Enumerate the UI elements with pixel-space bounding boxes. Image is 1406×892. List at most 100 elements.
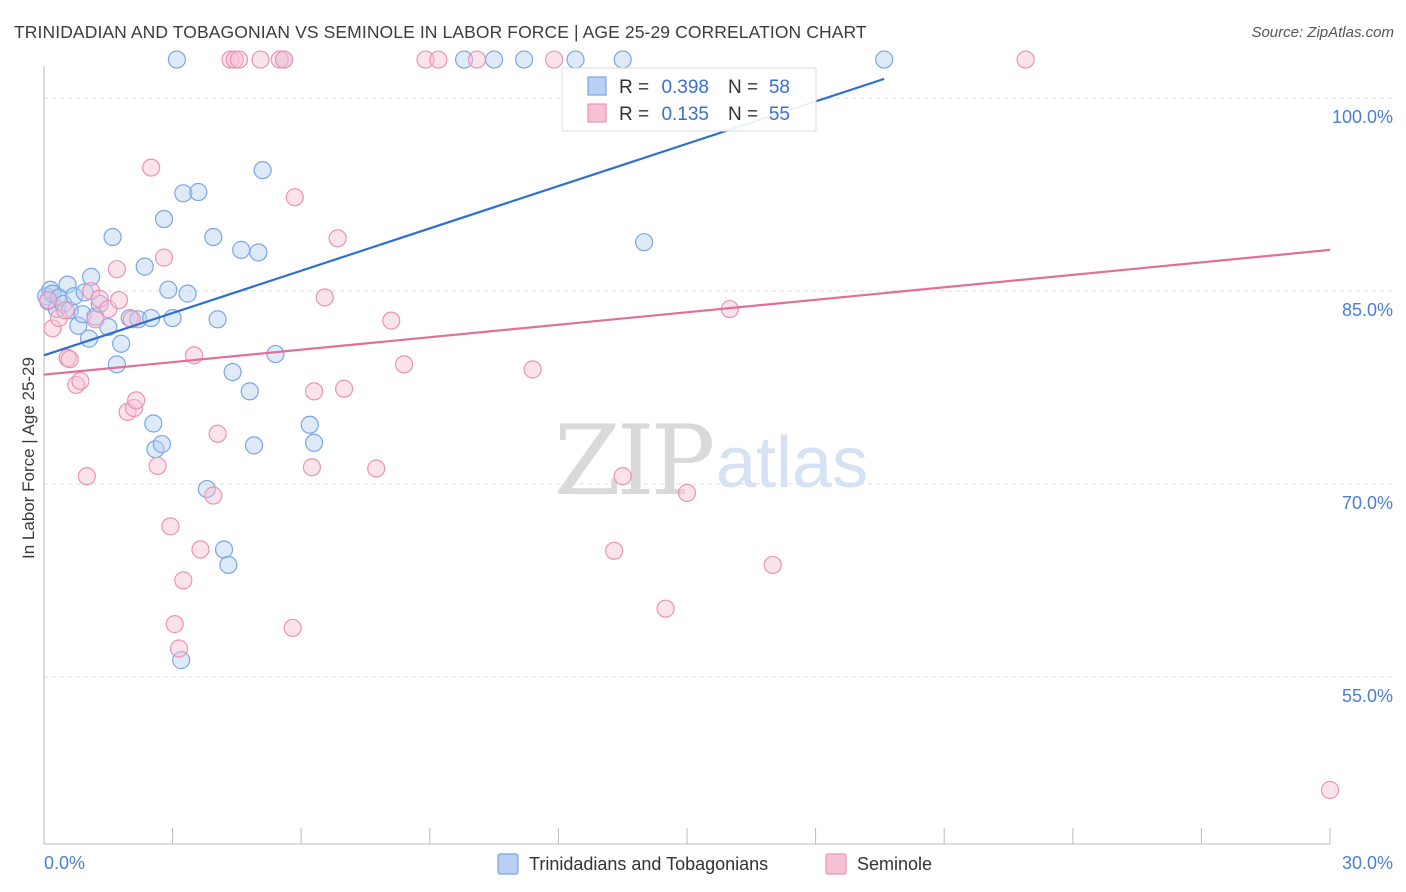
data-point: [613, 467, 632, 486]
data-point: [315, 288, 334, 307]
data-point: [159, 280, 178, 299]
data-point: [232, 240, 251, 259]
data-point: [485, 50, 504, 69]
data-point: [172, 651, 191, 670]
watermark: ZIP atlas: [554, 405, 868, 517]
stats-legend-swatch: [587, 103, 607, 123]
data-point: [144, 414, 163, 433]
data-point: [283, 618, 302, 638]
data-point: [71, 371, 90, 391]
y-tick-label: 100.0%: [1332, 107, 1393, 127]
data-point: [107, 355, 126, 374]
x-tick-labels: 0.0% 30.0%: [44, 853, 1393, 873]
data-point: [266, 344, 285, 364]
data-point: [244, 436, 264, 455]
y-tick-label: 85.0%: [1342, 300, 1393, 320]
x-tick-label: 30.0%: [1342, 853, 1393, 873]
data-point: [274, 50, 294, 69]
data-point: [253, 161, 272, 180]
data-point: [304, 433, 324, 452]
data-point: [43, 319, 62, 338]
data-point: [56, 301, 75, 320]
data-point: [334, 379, 354, 398]
data-point: [300, 415, 319, 434]
data-point: [467, 50, 487, 69]
data-point: [208, 424, 227, 443]
data-point: [875, 50, 894, 69]
data-point: [240, 382, 259, 401]
data-point: [219, 555, 238, 575]
data-point: [285, 188, 304, 207]
data-point: [75, 283, 94, 302]
data-point: [367, 459, 386, 478]
data-point: [515, 50, 534, 69]
data-point: [225, 50, 244, 69]
data-point: [328, 229, 347, 248]
data-point: [148, 456, 167, 476]
watermark-atlas: atlas: [716, 423, 868, 503]
data-point: [152, 434, 171, 454]
data-point: [142, 158, 161, 177]
data-point: [60, 350, 79, 369]
stats-r-value: 0.398: [661, 77, 709, 98]
data-point: [1320, 780, 1340, 800]
bottom-legend: Trinidadians and Tobagonians Seminole: [497, 853, 932, 875]
data-point: [167, 50, 186, 69]
data-point: [204, 227, 223, 247]
legend-label: Seminole: [857, 854, 932, 874]
data-point: [545, 50, 564, 69]
stats-n-value: 55: [769, 104, 790, 125]
data-point: [382, 311, 401, 330]
stats-legend: R = 0.398 N = 58 R = 0.135 N = 55: [561, 67, 817, 132]
data-point: [107, 260, 126, 279]
data-point: [304, 382, 324, 401]
data-point: [178, 284, 197, 303]
data-point: [204, 486, 223, 505]
data-point: [191, 540, 210, 559]
data-point: [454, 50, 474, 69]
data-point: [566, 50, 585, 69]
data-point: [154, 248, 174, 267]
data-point: [523, 360, 542, 379]
stats-r-label: R =: [619, 104, 649, 125]
data-point: [677, 483, 697, 503]
data-point: [763, 555, 782, 575]
data-point: [103, 227, 122, 247]
stats-r-label: R =: [619, 77, 649, 98]
data-point: [165, 615, 184, 634]
data-point: [656, 599, 675, 618]
data-point: [249, 243, 268, 262]
data-point: [429, 50, 448, 69]
data-point: [229, 50, 249, 69]
points-trinidadians: [37, 50, 894, 670]
data-point: [214, 540, 234, 559]
data-point: [174, 571, 193, 590]
chart-title: TRINIDADIAN AND TOBAGONIAN VS SEMINOLE I…: [14, 22, 867, 42]
data-point: [251, 50, 270, 69]
data-point: [122, 310, 141, 329]
data-point: [635, 233, 654, 252]
y-axis-label: In Labor Force | Age 25-29: [19, 357, 38, 559]
data-point: [189, 182, 208, 202]
data-point: [223, 362, 242, 382]
data-point: [613, 50, 632, 69]
y-tick-label: 55.0%: [1342, 686, 1393, 706]
data-point: [208, 310, 227, 329]
data-point: [169, 639, 189, 658]
data-point: [39, 290, 58, 310]
data-point: [58, 275, 77, 294]
points-seminole: [39, 50, 1340, 800]
data-point: [605, 541, 624, 560]
stats-legend-swatch: [587, 76, 607, 96]
axes: [43, 66, 1331, 845]
y-tick-label: 70.0%: [1342, 493, 1393, 513]
stats-r-value: 0.135: [661, 104, 709, 125]
chart-source: Source: ZipAtlas.com: [1251, 24, 1394, 41]
data-point: [64, 287, 84, 306]
data-point: [302, 458, 322, 477]
data-point: [270, 50, 289, 69]
data-point: [394, 355, 414, 374]
data-point: [127, 391, 146, 410]
stats-n-value: 58: [769, 77, 790, 98]
y-tick-labels: 100.0% 85.0% 70.0% 55.0%: [1332, 107, 1393, 706]
